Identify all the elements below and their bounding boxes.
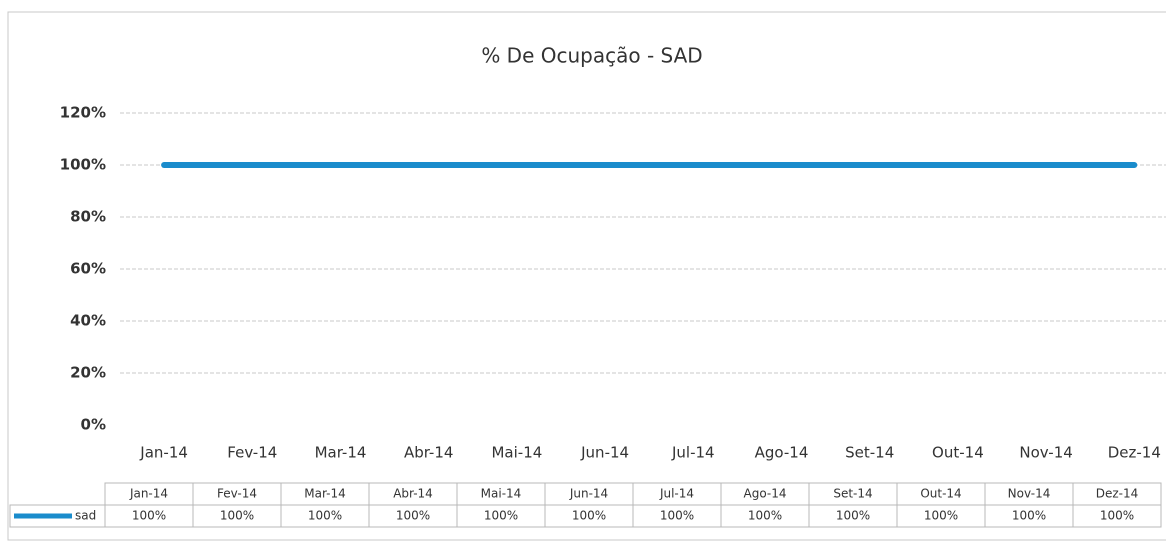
table-value: 100% <box>836 509 870 523</box>
chart-title: % De Ocupação - SAD <box>481 44 702 68</box>
table-value: 100% <box>220 509 254 523</box>
table-value: 100% <box>1012 509 1046 523</box>
y-tick-label: 120% <box>60 104 106 122</box>
x-tick-label: Fev-14 <box>227 444 277 462</box>
legend-label: sad <box>75 509 96 523</box>
table-value: 100% <box>1100 509 1134 523</box>
table-header: Fev-14 <box>217 487 257 501</box>
table-header: Mai-14 <box>481 487 522 501</box>
x-tick-label: Nov-14 <box>1019 444 1072 462</box>
table-cell <box>1072 504 1162 528</box>
table-header: Jun-14 <box>569 487 608 501</box>
table-header: Dez-14 <box>1096 487 1139 501</box>
table-value: 100% <box>132 509 166 523</box>
table-header: Mar-14 <box>304 487 345 501</box>
y-tick-label: 0% <box>81 416 106 434</box>
table-header: Ago-14 <box>744 487 787 501</box>
y-tick-label: 80% <box>70 208 106 226</box>
x-tick-label: Set-14 <box>845 444 894 462</box>
chart-border <box>7 11 1166 541</box>
table-value: 100% <box>572 509 606 523</box>
table-header: Nov-14 <box>1008 487 1051 501</box>
table-header: Set-14 <box>833 487 872 501</box>
table-value: 100% <box>660 509 694 523</box>
x-tick-label: Dez-14 <box>1108 444 1161 462</box>
table-value: 100% <box>308 509 342 523</box>
table-header: Out-14 <box>920 487 961 501</box>
table-value: 100% <box>748 509 782 523</box>
table-value: 100% <box>924 509 958 523</box>
x-tick-label: Abr-14 <box>404 444 454 462</box>
table-header: Abr-14 <box>393 487 433 501</box>
y-tick-label: 100% <box>60 156 106 174</box>
table-value: 100% <box>396 509 430 523</box>
y-tick-label: 60% <box>70 260 106 278</box>
x-tick-label: Jun-14 <box>580 444 629 462</box>
table-value: 100% <box>484 509 518 523</box>
x-tick-label: Ago-14 <box>755 444 809 462</box>
x-tick-label: Jan-14 <box>139 444 188 462</box>
x-tick-label: Mar-14 <box>315 444 367 462</box>
y-tick-label: 20% <box>70 364 106 382</box>
table-header: Jul-14 <box>659 487 694 501</box>
x-tick-label: Mai-14 <box>491 444 542 462</box>
x-tick-label: Jul-14 <box>671 444 715 462</box>
x-tick-label: Out-14 <box>932 444 984 462</box>
table-header: Jan-14 <box>129 487 168 501</box>
y-tick-label: 40% <box>70 312 106 330</box>
